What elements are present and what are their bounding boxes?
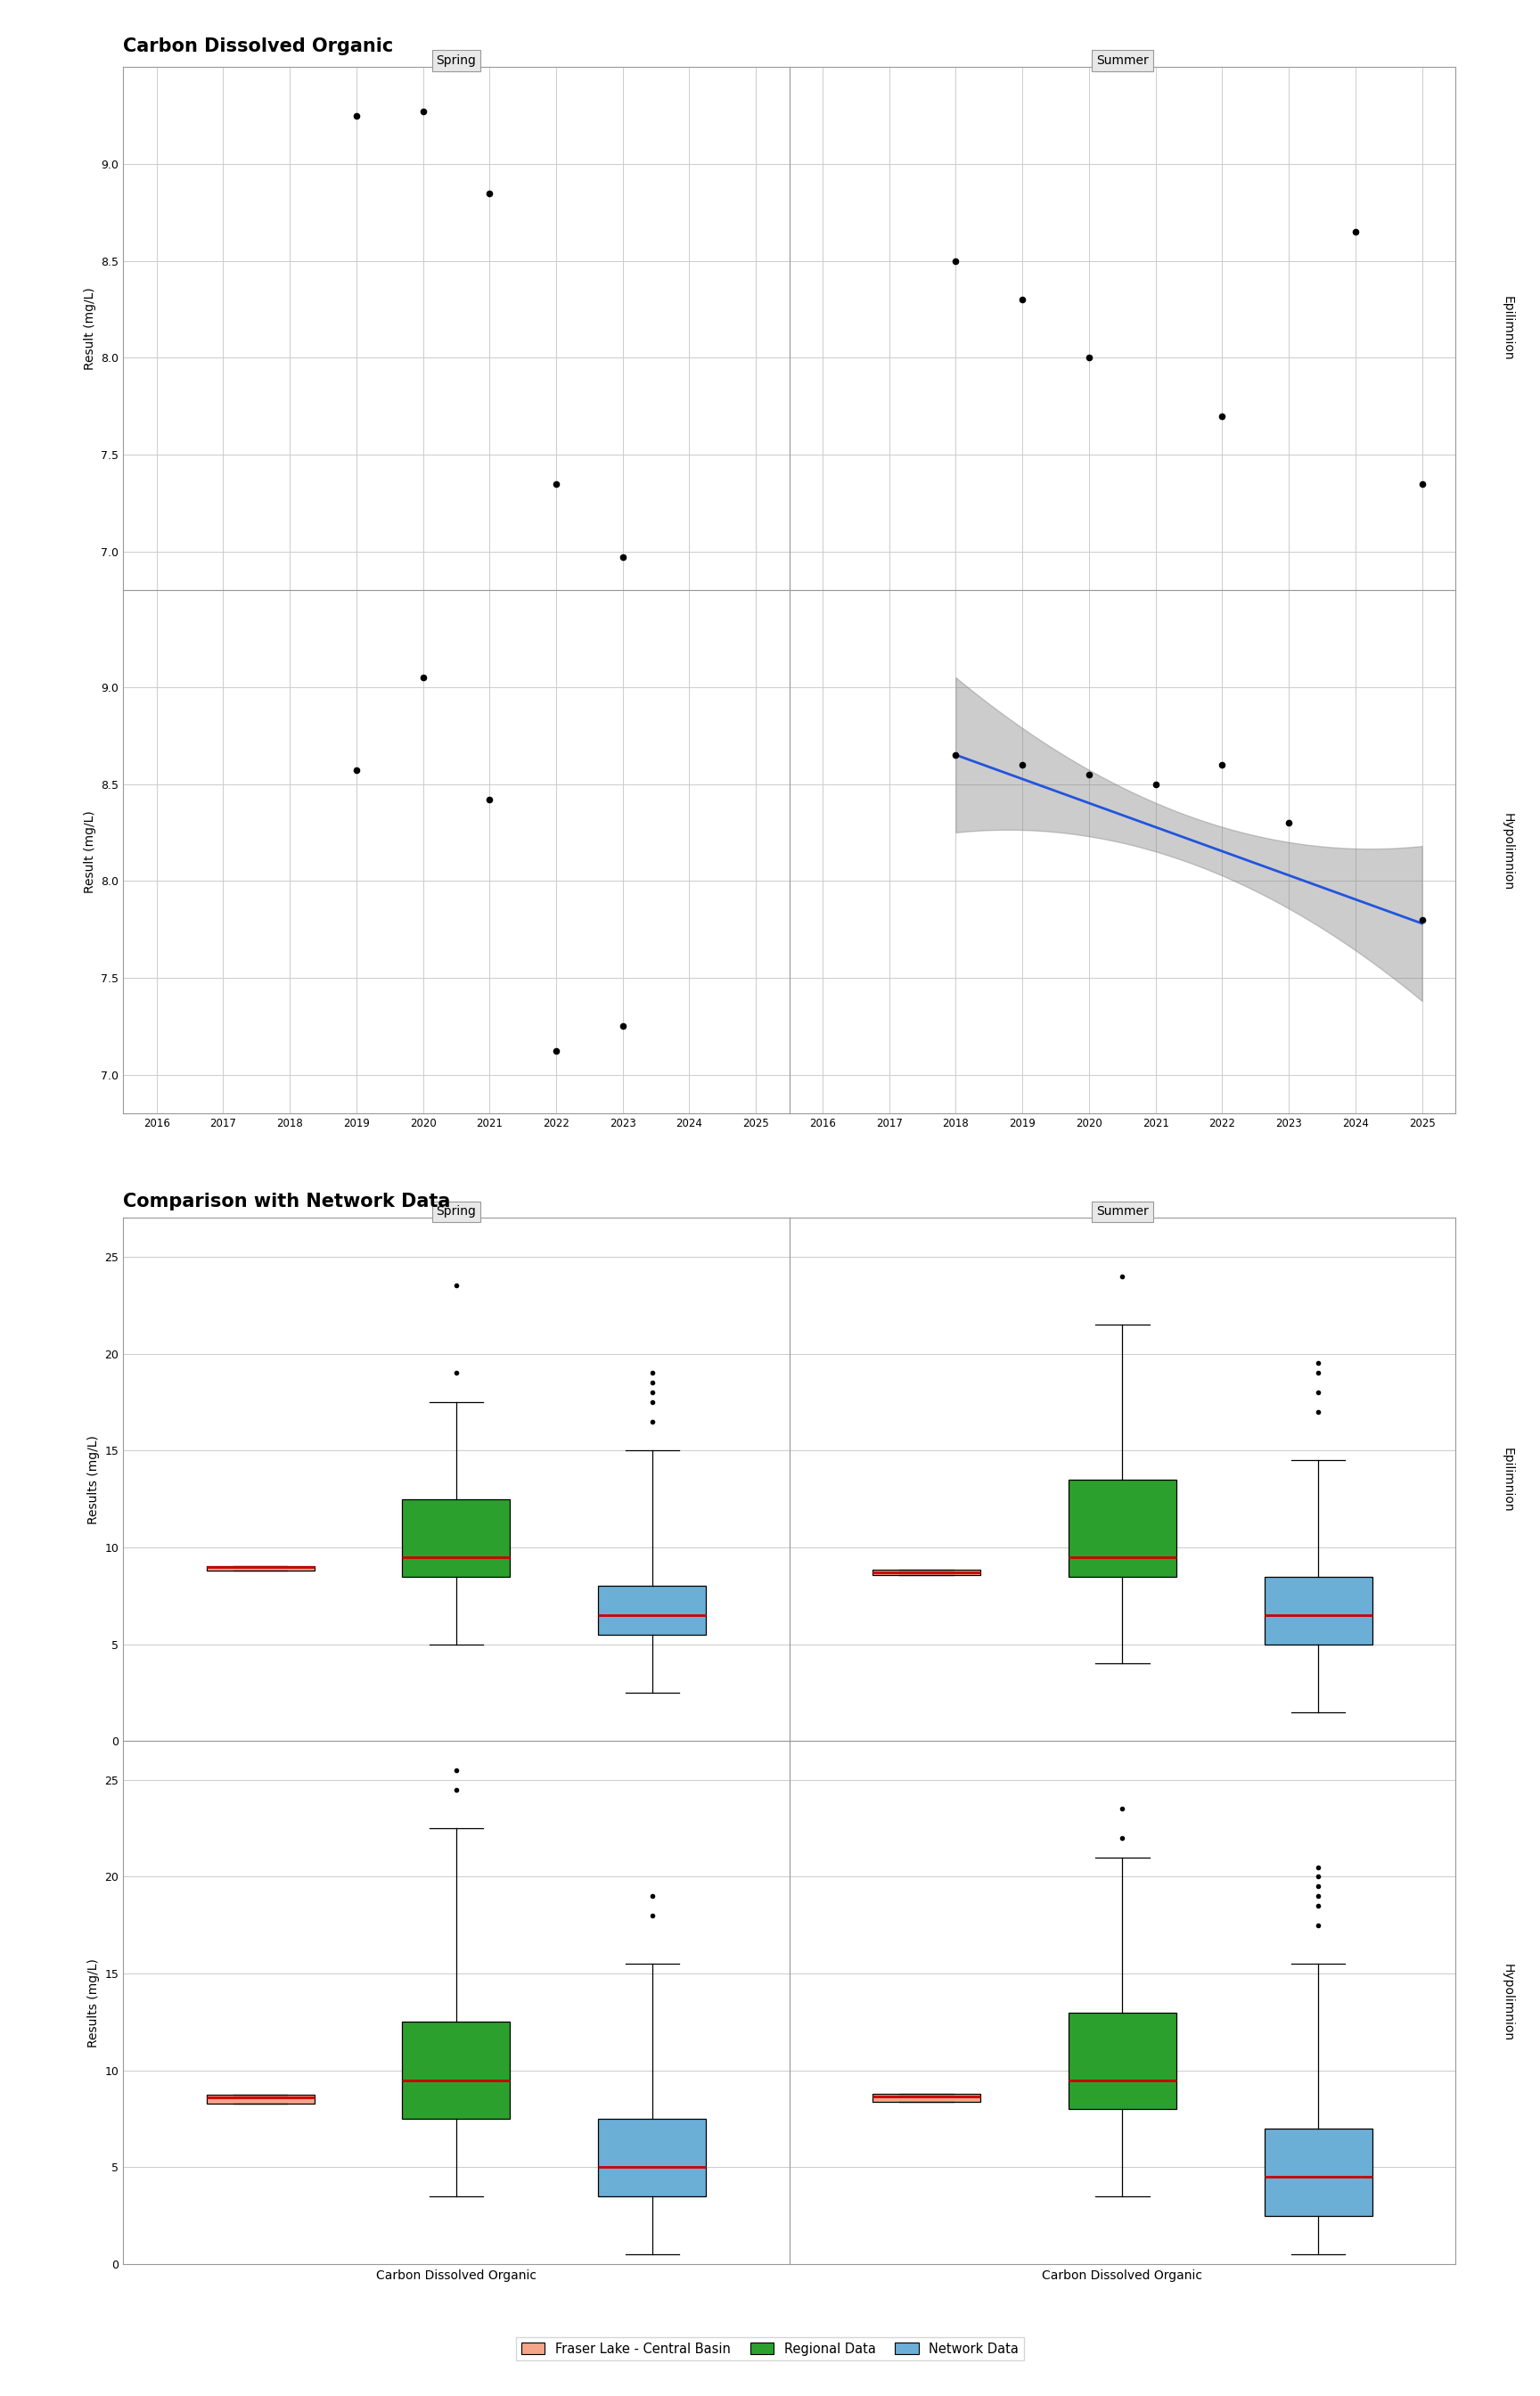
Title: Spring: Spring [436,1205,476,1217]
PathPatch shape [598,2118,705,2197]
Y-axis label: Results (mg/L): Results (mg/L) [88,1435,100,1524]
Y-axis label: Result (mg/L): Result (mg/L) [83,288,95,369]
Title: Spring: Spring [436,55,476,67]
Text: Hypolimnion: Hypolimnion [1502,812,1514,891]
Point [610,539,634,577]
X-axis label: Carbon Dissolved Organic: Carbon Dissolved Organic [1043,2269,1203,2281]
PathPatch shape [1069,2013,1177,2108]
Point [1143,764,1167,803]
Text: Epilimnion: Epilimnion [1502,1447,1514,1512]
PathPatch shape [206,2094,314,2104]
PathPatch shape [1264,1577,1372,1644]
Point [1076,755,1101,793]
Point [343,96,368,134]
Point [411,93,436,132]
Point [1010,745,1035,783]
Point [944,736,969,774]
Point [1210,745,1235,783]
PathPatch shape [598,1586,705,1634]
Point [477,175,502,213]
Title: Summer: Summer [1096,1205,1149,1217]
Text: Comparison with Network Data: Comparison with Network Data [123,1193,451,1210]
Point [544,1033,568,1071]
PathPatch shape [1069,1478,1177,1577]
Point [544,465,568,503]
X-axis label: Carbon Dissolved Organic: Carbon Dissolved Organic [376,2269,536,2281]
Text: Hypolimnion: Hypolimnion [1502,1965,1514,2041]
Point [944,242,969,280]
Point [411,659,436,697]
PathPatch shape [873,2094,981,2101]
Text: Carbon Dissolved Organic: Carbon Dissolved Organic [123,38,393,55]
Y-axis label: Result (mg/L): Result (mg/L) [83,810,95,894]
PathPatch shape [873,1569,981,1577]
Y-axis label: Results (mg/L): Results (mg/L) [88,1958,100,2046]
PathPatch shape [402,1500,510,1577]
PathPatch shape [1264,2128,1372,2216]
Legend: Fraser Lake - Central Basin, Regional Data, Network Data: Fraser Lake - Central Basin, Regional Da… [516,2336,1024,2360]
Title: Summer: Summer [1096,55,1149,67]
Point [477,781,502,819]
Text: Epilimnion: Epilimnion [1502,297,1514,362]
Point [1076,338,1101,376]
Point [1277,803,1301,841]
Point [1010,280,1035,319]
Point [343,752,368,791]
Point [1343,213,1368,252]
PathPatch shape [402,2022,510,2118]
Point [1409,465,1434,503]
Point [1409,901,1434,939]
Point [1210,398,1235,436]
PathPatch shape [206,1565,314,1569]
Point [610,1006,634,1045]
